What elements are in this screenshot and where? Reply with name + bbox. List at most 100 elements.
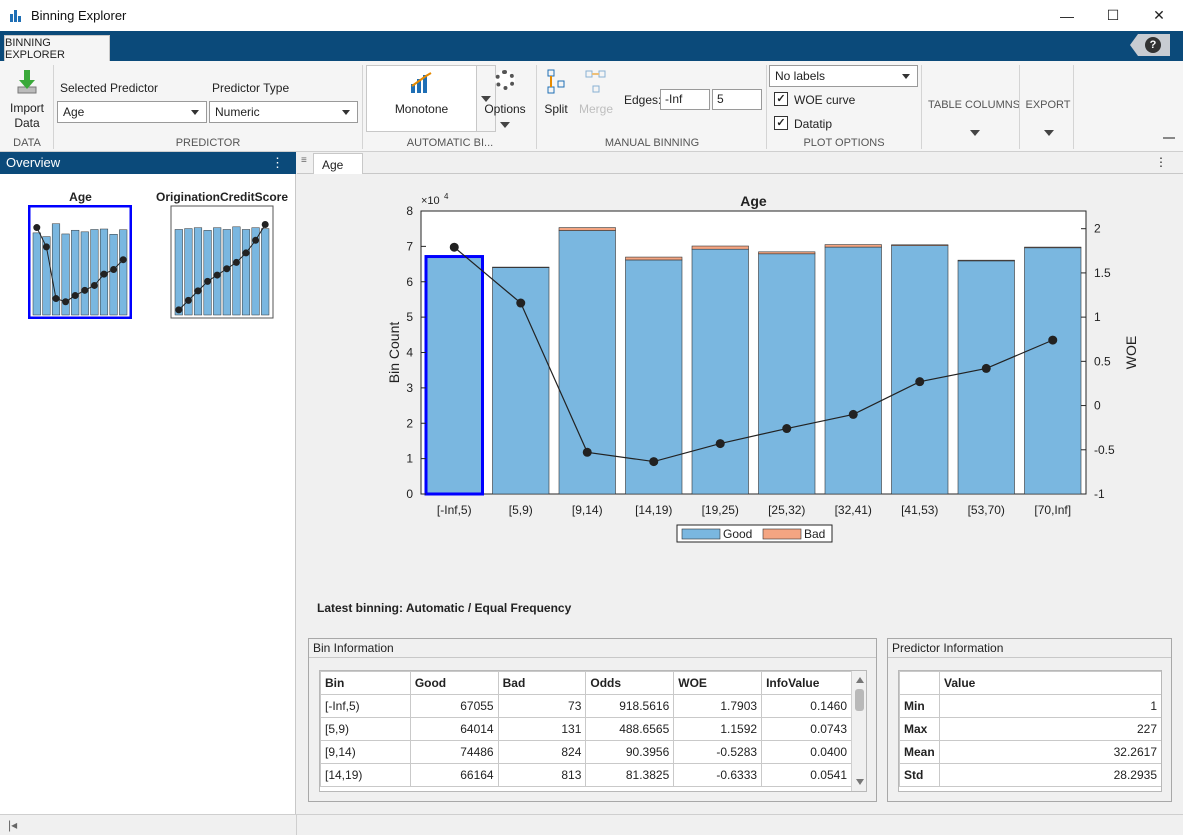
scroll-up-icon[interactable] [856, 677, 864, 683]
thumb-bar [203, 230, 212, 316]
help-icon[interactable]: ? [1145, 37, 1161, 53]
split-icon [547, 69, 565, 94]
bar-bad [1024, 246, 1082, 249]
scrollbar-thumb[interactable] [855, 689, 864, 711]
thumb-woe-point [42, 243, 50, 251]
merge-button[interactable]: Merge [576, 67, 616, 122]
bin-table-header[interactable]: Bad [497, 671, 587, 695]
collapse-panel-icon[interactable]: |◂ [8, 818, 18, 832]
table-row: Min 1 [899, 694, 1161, 718]
split-button[interactable]: Split [540, 67, 572, 122]
bar-bad [625, 256, 683, 261]
x-tick-label: [25,32) [768, 503, 805, 517]
minimize-button[interactable]: — [1060, 7, 1074, 24]
labels-dropdown[interactable]: No labels [769, 65, 918, 87]
row-header: Max [899, 717, 940, 741]
bin-table-header[interactable]: Good [409, 671, 499, 695]
woe-line [453, 246, 1053, 463]
divider [1019, 65, 1020, 149]
table-cell: 67055 [409, 694, 499, 718]
woe-point [848, 409, 858, 419]
document-menu-icon[interactable]: ⋮ [1155, 155, 1167, 169]
y-tick-label: 5 [406, 310, 413, 324]
bar-bad [691, 245, 749, 250]
y-tick-label: 7 [406, 239, 413, 253]
table-row[interactable]: [-Inf,5) 67055 73 918.5616 1.7903 0.1460 [320, 694, 852, 718]
x-tick-label: [32,41) [835, 503, 872, 517]
y-exponent-label: ×10 [421, 195, 440, 207]
status-bar: |◂ [0, 814, 1183, 835]
selected-predictor-value: Age [63, 105, 85, 119]
thumb-woe-point [194, 287, 202, 295]
table-cell: [-Inf,5) [320, 694, 411, 718]
maximize-button[interactable]: ☐ [1106, 7, 1120, 23]
bin-table-header[interactable]: InfoValue [761, 671, 852, 695]
y-tick-label: 2 [406, 416, 413, 430]
tab-age[interactable]: Age [313, 153, 363, 175]
y-tick-label: 8 [406, 204, 413, 218]
woe-point [449, 242, 459, 252]
table-cell: 131 [497, 717, 587, 741]
collapse-ribbon-icon[interactable] [1163, 137, 1175, 147]
bar-bad [492, 266, 550, 268]
predictor-type-dropdown[interactable]: Numeric [209, 101, 358, 123]
thumb-woe-line [36, 227, 124, 303]
thumb-woe-point [213, 271, 221, 279]
woe-point [1048, 335, 1058, 345]
table-row[interactable]: [5,9) 64014 131 488.6565 1.1592 0.0743 [320, 717, 852, 741]
selected-predictor-dropdown[interactable]: Age [57, 101, 207, 123]
binning-chart[interactable]: Age [-Inf,5) [5,9) [9,14) [14,19) [19,25) [25,… [297, 174, 1183, 574]
row-header: Std [899, 763, 940, 787]
x-tick-label: [41,53) [901, 503, 938, 517]
monotone-button[interactable]: Monotone [366, 65, 477, 132]
monotone-dropdown-arrow[interactable] [477, 65, 496, 132]
import-icon [17, 70, 37, 94]
table-cell: 824 [497, 740, 587, 764]
edges-input-1[interactable]: -Inf [660, 89, 710, 110]
table-cell: 28.2935 [938, 763, 1161, 787]
app-icon [9, 8, 24, 23]
table-cell: 227 [938, 717, 1161, 741]
bar-good [758, 253, 816, 495]
thumb-woe-point [175, 306, 183, 314]
table-row[interactable]: [14,19) 66164 813 81.3825 -0.6333 0.0541 [320, 763, 852, 787]
datatip-label: Datatip [794, 117, 833, 131]
table-cell: 32.2617 [938, 740, 1161, 764]
x-tick-label: [9,14) [572, 503, 603, 517]
bar-bad [824, 244, 882, 248]
table-row[interactable]: [9,14) 74486 824 90.3956 -0.5283 0.0400 [320, 740, 852, 764]
tab-binning-explorer[interactable]: BINNING EXPLORER [4, 35, 110, 61]
table-cell: 73 [497, 694, 587, 718]
bin-table-header[interactable]: WOE [673, 671, 763, 695]
thumb-originationcreditscore[interactable] [170, 205, 274, 319]
woe-point [582, 447, 592, 457]
y-tick-label: 4 [406, 346, 413, 360]
tab-list-icon[interactable]: ≡ [301, 155, 307, 166]
bin-table-scrollbar[interactable] [851, 671, 866, 791]
thumb-bar [42, 236, 51, 316]
predictor-table-header: Value [938, 671, 1161, 695]
close-button[interactable]: ✕ [1153, 7, 1165, 23]
options-button[interactable]: Options [480, 67, 530, 132]
datatip-checkbox[interactable]: ✓ [774, 116, 788, 130]
table-columns-button[interactable]: TABLE COLUMNS [926, 91, 1022, 141]
import-data-button[interactable]: Import Data [6, 67, 48, 135]
bar-good [625, 259, 683, 495]
thumb-bar [261, 228, 270, 316]
legend-label-good: Good [723, 527, 752, 541]
divider [362, 65, 363, 149]
legend-swatch-good [681, 528, 721, 540]
bin-table-header[interactable]: Odds [585, 671, 675, 695]
thumb-woe-point [232, 258, 240, 266]
woe-curve-checkbox[interactable]: ✓ [774, 92, 788, 106]
y-exponent-power: 4 [444, 192, 449, 201]
thumb-age[interactable] [28, 205, 132, 319]
thumb-bar [90, 229, 99, 316]
edges-input-2[interactable]: 5 [712, 89, 762, 110]
overview-menu-icon[interactable]: ⋮ [271, 155, 284, 170]
thumb-bar [80, 231, 89, 316]
bin-table-header[interactable]: Bin [320, 671, 411, 695]
export-button[interactable]: EXPORT [1022, 91, 1074, 141]
scroll-down-icon[interactable] [856, 779, 864, 785]
bar-good [691, 248, 749, 495]
